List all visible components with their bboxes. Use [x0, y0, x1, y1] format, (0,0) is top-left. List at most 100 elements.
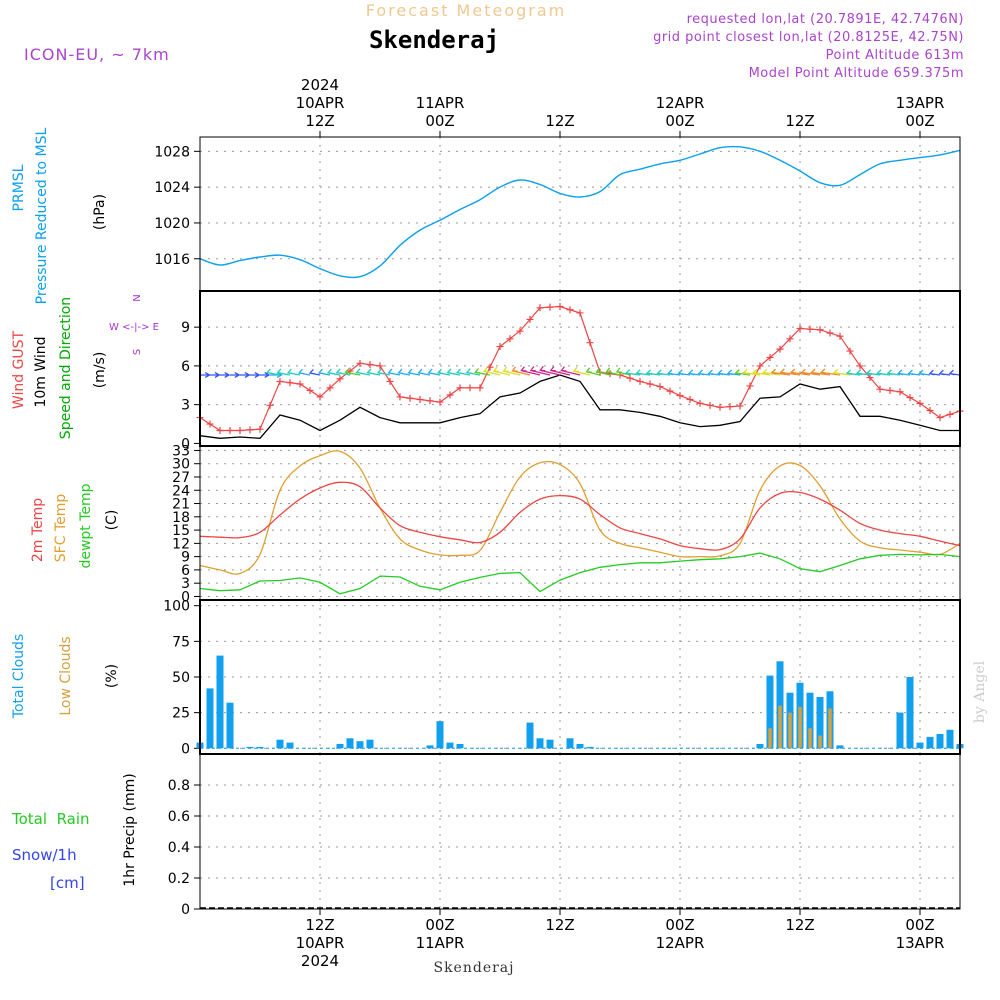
compass-we: W <-|-> E [109, 322, 159, 333]
wind-gust-marker [566, 306, 574, 314]
total-cloud-bar [576, 744, 584, 749]
wind-direction-arrow [539, 365, 561, 376]
bottom-time-label: 00Z [905, 916, 934, 934]
wind-direction-arrow [549, 366, 571, 376]
pressure-grid [200, 137, 960, 291]
temp-tick-label: 24 [172, 483, 190, 499]
wind-direction-arrow [585, 367, 601, 376]
total-cloud-bar [756, 744, 764, 749]
wind-gust-marker [366, 361, 374, 369]
temp-tick-label: 30 [172, 457, 190, 473]
wind-direction-arrow [387, 368, 401, 376]
total-cloud-bar [206, 688, 214, 749]
wind-gust-marker [736, 402, 744, 410]
wind-gust-marker [316, 393, 324, 401]
total-cloud-bar [426, 745, 434, 749]
pressure-tick-label: 1028 [154, 144, 190, 160]
wind-direction-arrow [687, 369, 701, 376]
wind-gust-marker [356, 359, 364, 367]
temp-tick-label: 6 [181, 563, 190, 579]
wind-tick-label: 3 [181, 398, 190, 414]
temp-tick-label: 15 [172, 523, 190, 539]
top-time-label: 11APR [416, 94, 465, 112]
precip-unit: 1hr Precip (mm) [122, 773, 138, 886]
wind-direction-arrow [800, 368, 821, 376]
wind-direction-arrow [308, 368, 321, 376]
wind-gust-marker [376, 362, 384, 370]
wind-gust-marker [946, 410, 954, 418]
total-cloud-bar [906, 677, 914, 749]
bottom-time-label: 12Z [545, 916, 574, 934]
top-time-label: 00Z [665, 112, 694, 130]
temp-tick-label: 3 [181, 576, 190, 592]
total-cloud-bar [256, 746, 264, 749]
total-clouds-label: Total Clouds [11, 634, 27, 719]
wind-direction-arrow [717, 369, 731, 376]
temp-sfc-label: SFC Temp [53, 494, 69, 563]
forecast-title: Forecast Meteogram [366, 1, 566, 20]
temp-tick-label: 21 [172, 497, 190, 513]
compass-south: S [132, 349, 143, 355]
wind-direction-arrow [427, 368, 441, 376]
snow-label: Snow/1h [12, 846, 77, 864]
wind-gust-marker [886, 386, 894, 394]
temp-tick-label: 33 [172, 443, 190, 459]
low-cloud-bar [818, 735, 822, 749]
wind-gust-marker [806, 325, 814, 333]
wind-direction-arrow [789, 368, 811, 376]
sfc-temp-series-line [199, 450, 961, 575]
wind-direction-arrow [734, 369, 751, 376]
temp-grid [200, 446, 960, 600]
wind-gust-label: Wind GUST [11, 330, 27, 409]
wind-gust-marker [536, 304, 544, 312]
wind-gust-marker [696, 399, 704, 407]
total-cloud-bar [436, 721, 444, 749]
wind-direction-arrow [605, 367, 621, 376]
wind-direction-arrow [317, 368, 331, 376]
total-rain-label: Total Rain [11, 810, 90, 828]
wind-direction-arrow [376, 368, 391, 376]
wind-direction-arrow [529, 366, 551, 376]
wind-direction-arrow [948, 369, 961, 376]
wind-gust-marker [496, 343, 504, 351]
low-cloud-bar [798, 706, 802, 749]
wind-direction-arrow [297, 368, 311, 376]
wind-gust-marker [416, 396, 424, 403]
temp-unit: (C) [104, 510, 120, 531]
wind-gust-marker [626, 374, 634, 382]
wind-direction-arrow [624, 369, 641, 376]
wind-panel: Wind GUST 10m Wind Speed and Direction (… [11, 291, 964, 452]
bottom-time-label: 13APR [896, 934, 945, 952]
location-title: Skenderaj [369, 26, 499, 54]
bottom-time-label: 00Z [665, 916, 694, 934]
pressure-tick-label: 1024 [154, 180, 190, 196]
wind-direction-arrow [886, 369, 901, 376]
total-cloud-bar [246, 746, 254, 749]
dewpt-series-line [199, 552, 961, 595]
wind-gust-marker [436, 398, 444, 406]
wind-direction-arrow [250, 372, 261, 378]
low-cloud-bar [788, 712, 792, 749]
bottom-time-label: 12APR [656, 934, 705, 952]
wind-gust-marker [386, 377, 394, 385]
total-cloud-bar [336, 744, 344, 749]
wind-direction-arrow [726, 369, 741, 376]
top-time-label: 12Z [545, 112, 574, 130]
temp-tick-label: 12 [172, 536, 190, 552]
wind-gust-marker [846, 347, 854, 355]
wind-direction-arrow [397, 368, 411, 376]
top-time-label: 00Z [905, 112, 934, 130]
wind-gust-marker [766, 354, 774, 362]
clouds-y-axis: 0 25 50 75 100 [163, 599, 200, 757]
wind-gust-marker [296, 380, 304, 388]
wind-gust-marker [756, 362, 764, 370]
wind-direction-arrow [492, 366, 511, 376]
precip-y-axis: 0 0.2 0.4 0.6 0.8 [168, 778, 200, 918]
top-time-label: 12APR [656, 94, 705, 112]
compass-north: N [132, 294, 143, 301]
total-cloud-bar [896, 712, 904, 749]
low-cloud-bar [828, 708, 832, 749]
wind-gust-marker [826, 329, 834, 337]
temp-2m-label: 2m Temp [30, 498, 46, 562]
wind-tick-label: 0 [181, 436, 190, 452]
